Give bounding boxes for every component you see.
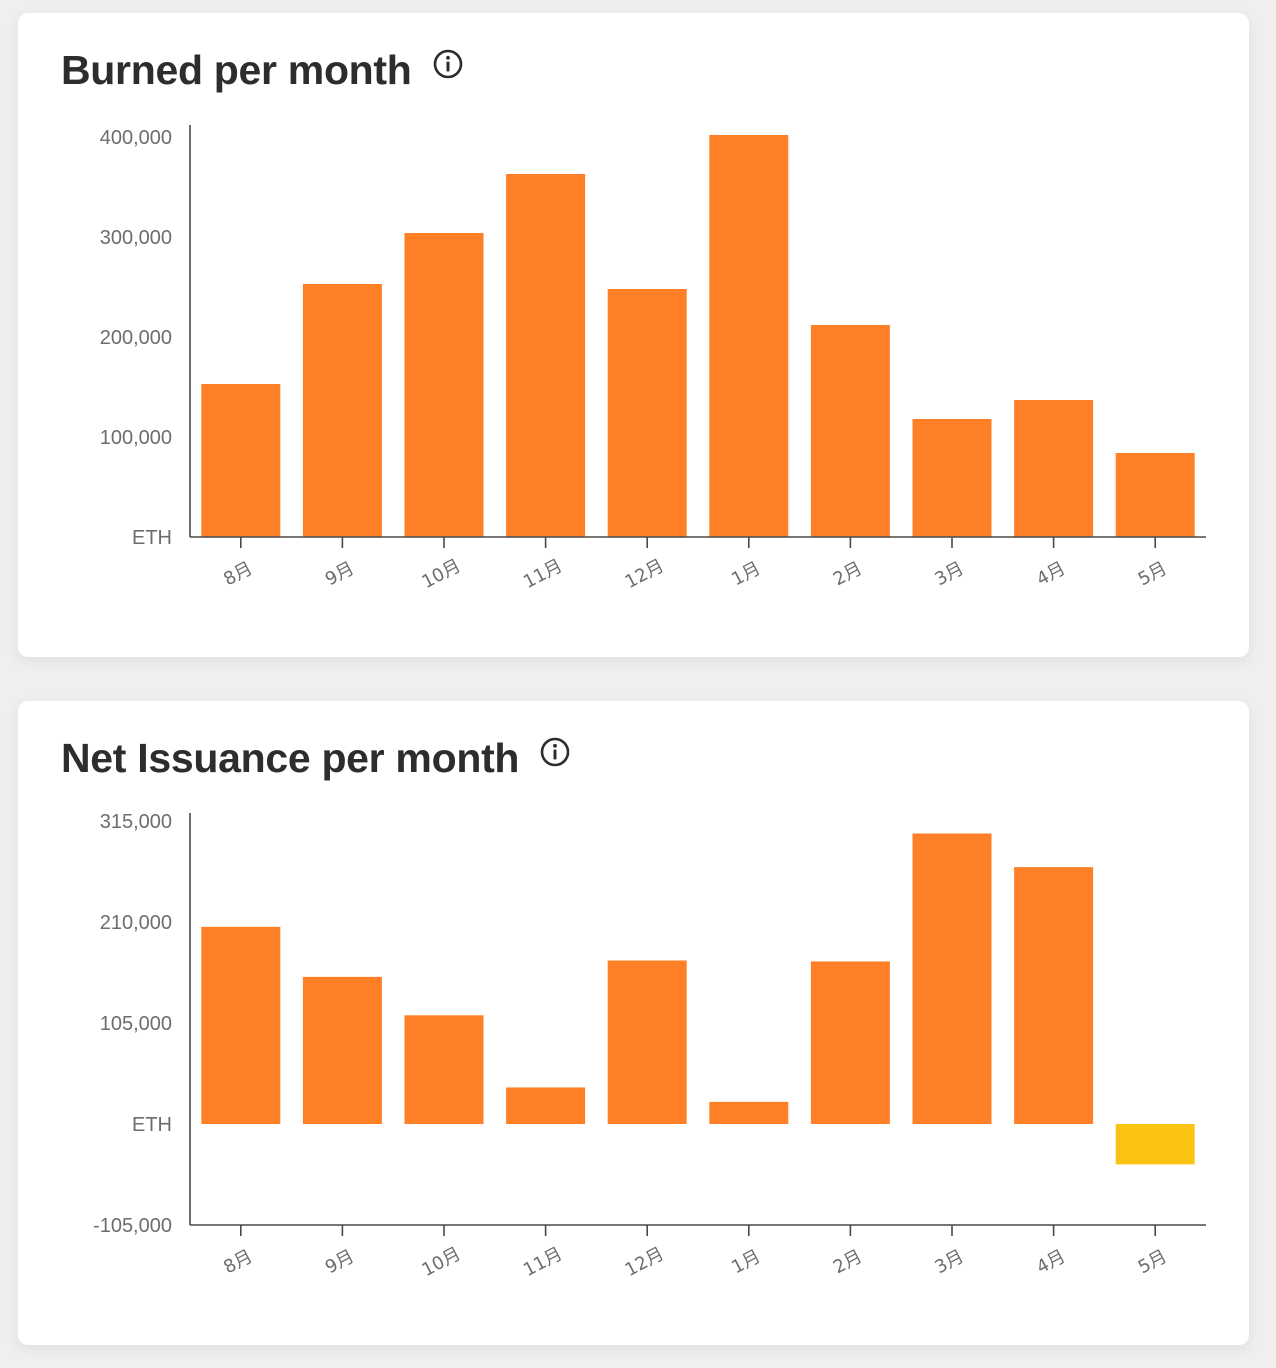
net-issuance-bar-3[interactable] <box>506 1087 586 1124</box>
net-issuance-x-tick-label-2: 10月 <box>418 1243 464 1281</box>
burned-x-tick-label-5: 1月 <box>728 558 764 590</box>
net-issuance-x-tick-label-0: 8月 <box>220 1246 256 1278</box>
net-issuance-x-tick-label-9: 5月 <box>1135 1246 1171 1278</box>
burned-y-tick-label-2: 200,000 <box>100 327 172 349</box>
burned-chart-title: Burned per month <box>61 47 464 94</box>
net-issuance-y-tick-label-1: ETH <box>132 1114 172 1136</box>
burned-x-tick-label-3: 11月 <box>520 555 566 593</box>
net-issuance-bar-6[interactable] <box>810 961 890 1124</box>
burned-bar-2[interactable] <box>404 233 484 537</box>
burned-x-tick-label-0: 8月 <box>220 558 256 590</box>
burned-y-tick-label-1: 100,000 <box>100 427 172 449</box>
burned-bar-6[interactable] <box>810 325 890 537</box>
burned-bar-4[interactable] <box>607 289 687 537</box>
net-issuance-x-tick-label-6: 2月 <box>830 1246 866 1278</box>
burned-per-month-chart: ETH 100,000 200,000 300,000 400,000 8月 9月 10月 11… <box>100 125 1206 593</box>
burned-chart-title-text: Burned per month <box>61 47 412 93</box>
burned-x-tick-label-4: 12月 <box>622 555 668 593</box>
net-issuance-x-tick-label-8: 4月 <box>1033 1246 1069 1278</box>
net-issuance-bar-5[interactable] <box>709 1101 789 1124</box>
info-icon[interactable] <box>539 736 571 768</box>
info-icon[interactable] <box>432 48 464 80</box>
net-issuance-chart-title: Net Issuance per month <box>61 735 571 782</box>
burned-x-tick-label-6: 2月 <box>830 558 866 590</box>
net-issuance-x-tick-label-1: 9月 <box>322 1246 358 1278</box>
net-issuance-x-tick-label-3: 11月 <box>520 1243 566 1281</box>
burned-y-tick-label-4: 400,000 <box>100 127 172 149</box>
burned-bar-9[interactable] <box>1115 453 1195 537</box>
burned-y-tick-label-0: ETH <box>132 527 172 549</box>
burned-bar-3[interactable] <box>506 174 586 537</box>
net-issuance-bar-9[interactable] <box>1115 1124 1195 1165</box>
net-issuance-bar-8[interactable] <box>1014 867 1094 1124</box>
burned-bar-1[interactable] <box>302 284 382 537</box>
burned-bar-7[interactable] <box>912 419 992 537</box>
net-issuance-y-tick-label-2: 105,000 <box>100 1013 172 1035</box>
burned-x-tick-label-7: 3月 <box>931 558 967 590</box>
net-issuance-y-tick-label-3: 210,000 <box>100 912 172 934</box>
burned-y-tick-label-3: 300,000 <box>100 227 172 249</box>
net-issuance-bar-4[interactable] <box>607 960 687 1124</box>
burned-per-month-card: Burned per month ETH 100,000 200,000 300,00… <box>18 13 1249 657</box>
burned-bar-5[interactable] <box>709 135 789 537</box>
net-issuance-x-tick-label-7: 3月 <box>931 1246 967 1278</box>
net-issuance-x-tick-label-5: 1月 <box>728 1246 764 1278</box>
net-issuance-bar-1[interactable] <box>302 976 382 1124</box>
burned-bar-0[interactable] <box>201 384 281 537</box>
burned-x-tick-label-8: 4月 <box>1033 558 1069 590</box>
burned-x-tick-label-9: 5月 <box>1135 558 1171 590</box>
net-issuance-bar-2[interactable] <box>404 1015 484 1124</box>
net-issuance-x-tick-label-4: 12月 <box>622 1243 668 1281</box>
burned-bar-8[interactable] <box>1014 400 1094 537</box>
net-issuance-y-tick-label-4: 315,000 <box>100 811 172 833</box>
burned-x-tick-label-2: 10月 <box>418 555 464 593</box>
net-issuance-per-month-chart: -105,000 ETH 105,000 210,000 315,000 8月 9月 10月 1… <box>93 811 1206 1281</box>
burned-x-tick-label-1: 9月 <box>322 558 358 590</box>
net-issuance-chart-title-text: Net Issuance per month <box>61 735 520 781</box>
net-issuance-bar-0[interactable] <box>201 926 281 1124</box>
net-issuance-per-month-card: Net Issuance per month -105,000 ETH 105,00… <box>18 701 1249 1345</box>
net-issuance-bar-7[interactable] <box>912 833 992 1124</box>
net-issuance-y-tick-label-0: -105,000 <box>93 1215 172 1237</box>
